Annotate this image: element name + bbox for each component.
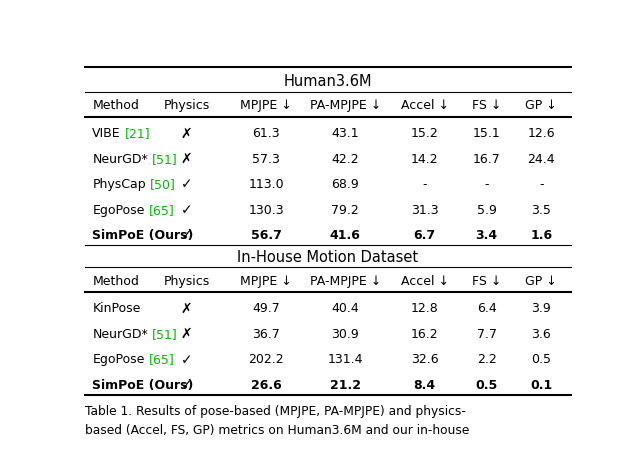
- Text: NeurGD*: NeurGD*: [92, 328, 148, 341]
- Text: SimPoE (Ours): SimPoE (Ours): [92, 229, 194, 242]
- Text: 42.2: 42.2: [332, 153, 359, 166]
- Text: [21]: [21]: [125, 127, 150, 140]
- Text: 12.8: 12.8: [411, 302, 438, 315]
- Text: [65]: [65]: [148, 203, 175, 217]
- Text: ✓: ✓: [181, 353, 193, 367]
- Text: 30.9: 30.9: [332, 328, 359, 341]
- Text: ✓: ✓: [181, 203, 193, 217]
- Text: ✗: ✗: [181, 327, 193, 341]
- Text: ✗: ✗: [181, 152, 193, 166]
- Text: 5.9: 5.9: [477, 203, 497, 217]
- Text: Human3.6M: Human3.6M: [284, 74, 372, 89]
- Text: 79.2: 79.2: [332, 203, 359, 217]
- Text: ✓: ✓: [181, 378, 193, 392]
- Text: 16.2: 16.2: [411, 328, 438, 341]
- Text: 130.3: 130.3: [248, 203, 284, 217]
- Text: -: -: [484, 178, 489, 191]
- Text: -: -: [539, 178, 543, 191]
- Text: 202.2: 202.2: [248, 353, 284, 366]
- Text: NeurGD*: NeurGD*: [92, 153, 148, 166]
- Text: 3.9: 3.9: [531, 302, 551, 315]
- Text: Physics: Physics: [163, 100, 210, 112]
- Text: 113.0: 113.0: [248, 178, 284, 191]
- Text: 26.6: 26.6: [251, 379, 282, 392]
- Text: 15.2: 15.2: [411, 127, 438, 140]
- Text: 3.6: 3.6: [531, 328, 551, 341]
- Text: 57.3: 57.3: [252, 153, 280, 166]
- Text: Accel ↓: Accel ↓: [401, 100, 449, 112]
- Text: 12.6: 12.6: [527, 127, 555, 140]
- Text: 3.5: 3.5: [531, 203, 551, 217]
- Text: VIBE: VIBE: [92, 127, 121, 140]
- Text: 6.7: 6.7: [413, 229, 436, 242]
- Text: KinPose: KinPose: [92, 302, 141, 315]
- Text: SimPoE (Ours): SimPoE (Ours): [92, 379, 194, 392]
- Text: -: -: [422, 178, 427, 191]
- Text: 41.6: 41.6: [330, 229, 361, 242]
- Text: [65]: [65]: [148, 353, 175, 366]
- Text: GP ↓: GP ↓: [525, 274, 557, 288]
- Text: FS ↓: FS ↓: [472, 274, 501, 288]
- Text: 68.9: 68.9: [332, 178, 359, 191]
- Text: Physics: Physics: [163, 274, 210, 288]
- Text: 131.4: 131.4: [328, 353, 363, 366]
- Text: 8.4: 8.4: [413, 379, 436, 392]
- Text: EgoPose: EgoPose: [92, 203, 145, 217]
- Text: 0.1: 0.1: [530, 379, 552, 392]
- Text: PA-MPJPE ↓: PA-MPJPE ↓: [310, 100, 381, 112]
- Text: ✓: ✓: [181, 178, 193, 191]
- Text: Method: Method: [92, 274, 140, 288]
- Text: 32.6: 32.6: [411, 353, 438, 366]
- Text: ✗: ✗: [181, 302, 193, 316]
- Text: 0.5: 0.5: [531, 353, 551, 366]
- Text: 49.7: 49.7: [252, 302, 280, 315]
- Text: 36.7: 36.7: [252, 328, 280, 341]
- Text: 0.5: 0.5: [476, 379, 498, 392]
- Text: 24.4: 24.4: [527, 153, 555, 166]
- Text: 16.7: 16.7: [473, 153, 500, 166]
- Text: [50]: [50]: [150, 178, 176, 191]
- Text: 56.7: 56.7: [251, 229, 282, 242]
- Text: Method: Method: [92, 100, 140, 112]
- Text: 3.4: 3.4: [476, 229, 498, 242]
- Text: MPJPE ↓: MPJPE ↓: [240, 274, 292, 288]
- Text: GP ↓: GP ↓: [525, 100, 557, 112]
- Text: Accel ↓: Accel ↓: [401, 274, 449, 288]
- Text: Table 1. Results of pose-based (MPJPE, PA-MPJPE) and physics-: Table 1. Results of pose-based (MPJPE, P…: [85, 405, 466, 418]
- Text: 40.4: 40.4: [332, 302, 359, 315]
- Text: 7.7: 7.7: [477, 328, 497, 341]
- Text: 6.4: 6.4: [477, 302, 497, 315]
- Text: [51]: [51]: [152, 153, 178, 166]
- Text: 2.2: 2.2: [477, 353, 497, 366]
- Text: MPJPE ↓: MPJPE ↓: [240, 100, 292, 112]
- Text: 31.3: 31.3: [411, 203, 438, 217]
- Text: 1.6: 1.6: [530, 229, 552, 242]
- Text: based (Accel, FS, GP) metrics on Human3.6M and our in-house: based (Accel, FS, GP) metrics on Human3.…: [85, 424, 469, 437]
- Text: EgoPose: EgoPose: [92, 353, 145, 366]
- Text: FS ↓: FS ↓: [472, 100, 501, 112]
- Text: ✗: ✗: [181, 127, 193, 141]
- Text: 43.1: 43.1: [332, 127, 359, 140]
- Text: 61.3: 61.3: [252, 127, 280, 140]
- Text: 14.2: 14.2: [411, 153, 438, 166]
- Text: In-House Motion Dataset: In-House Motion Dataset: [237, 250, 419, 265]
- Text: 21.2: 21.2: [330, 379, 361, 392]
- Text: [51]: [51]: [152, 328, 178, 341]
- Text: PhysCap: PhysCap: [92, 178, 146, 191]
- Text: 15.1: 15.1: [473, 127, 500, 140]
- Text: ✓: ✓: [181, 229, 193, 242]
- Text: PA-MPJPE ↓: PA-MPJPE ↓: [310, 274, 381, 288]
